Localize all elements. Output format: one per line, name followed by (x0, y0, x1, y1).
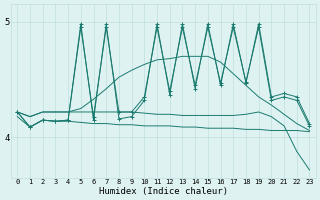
X-axis label: Humidex (Indice chaleur): Humidex (Indice chaleur) (99, 187, 228, 196)
